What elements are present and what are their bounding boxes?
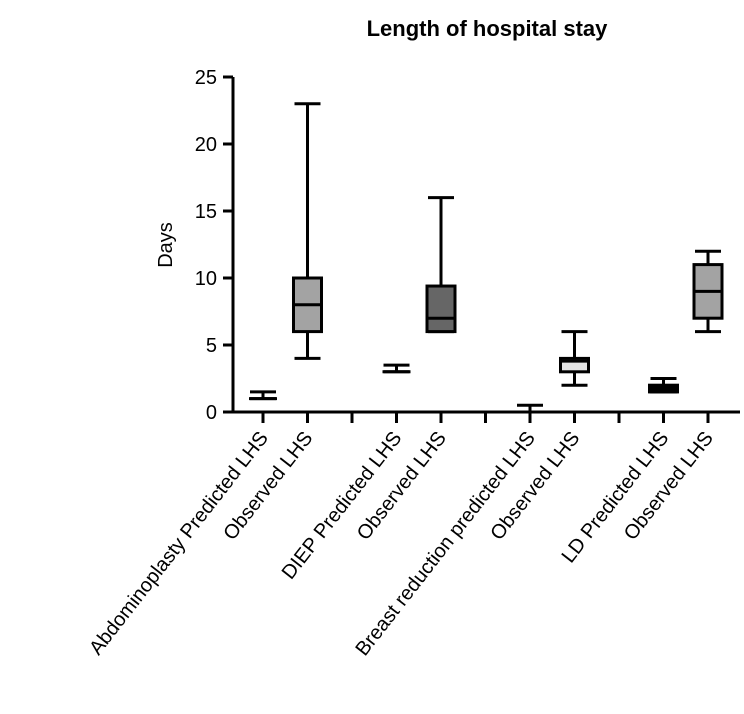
box-4 — [516, 403, 544, 414]
y-axis-label: Days — [155, 222, 177, 268]
box-3 — [425, 196, 457, 334]
y-tick-label: 5 — [206, 335, 217, 357]
y-tick-label: 15 — [195, 201, 217, 223]
y-tick-label: 10 — [195, 268, 217, 290]
iqr-box — [425, 284, 457, 334]
y-tick-label: 25 — [195, 67, 217, 89]
box-1 — [292, 102, 323, 360]
y-tick-label: 0 — [206, 402, 217, 424]
x-category-label: Abdominoplasty Predicted LHS — [85, 428, 273, 660]
box-5 — [559, 330, 590, 387]
box-7 — [692, 249, 724, 334]
chart-title: Length of hospital stay — [367, 16, 609, 41]
y-tick-label: 20 — [195, 134, 217, 156]
box-2 — [382, 363, 411, 374]
box-0 — [249, 390, 277, 401]
box-6 — [648, 377, 679, 394]
